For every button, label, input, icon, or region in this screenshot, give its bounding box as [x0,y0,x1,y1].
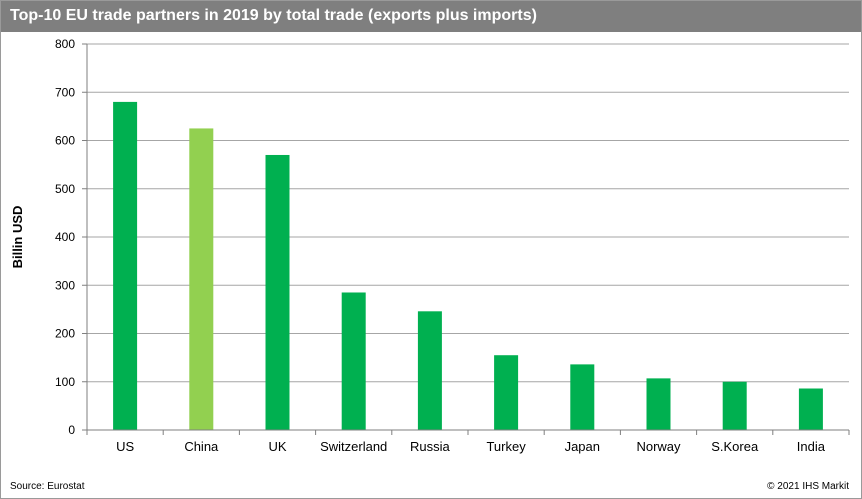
y-tick-label: 400 [55,230,75,244]
title-bar: Top-10 EU trade partners in 2019 by tota… [1,1,861,32]
y-axis-title: Billin USD [10,206,25,269]
y-tick-label: 500 [55,182,75,196]
x-tick-label: S.Korea [711,439,759,454]
bar [570,364,595,430]
y-tick-label: 700 [55,85,75,99]
bar [189,128,214,430]
x-tick-label: Norway [636,439,681,454]
bar [113,101,138,431]
y-tick-label: 0 [68,423,75,437]
x-tick-label: Russia [410,439,451,454]
tick-labels: 0 100 200 300 400 500 600 700 800 US China UK Switze… [55,37,826,454]
bar [798,388,823,430]
y-tick-label: 800 [55,37,75,51]
gridlines [87,43,849,383]
y-tick-label: 300 [55,278,75,292]
x-tick-label: Turkey [486,439,526,454]
x-tick-label: China [184,439,219,454]
copyright-note: © 2021 IHS Markit [767,481,849,492]
bar [494,355,519,430]
y-tick-label: 600 [55,134,75,148]
x-tick-label: India [797,439,826,454]
bar [417,311,442,430]
bar [341,292,366,430]
x-tick-label: Switzerland [320,439,387,454]
y-tick-label: 200 [55,327,75,341]
source-note: Source: Eurostat [10,481,85,492]
bar [646,378,671,430]
x-tick-label: UK [268,439,286,454]
axes [82,43,850,435]
y-tick-label: 100 [55,375,75,389]
bar [722,381,747,430]
x-tick-label: Japan [565,439,600,454]
bars [113,101,823,431]
chart-title: Top-10 EU trade partners in 2019 by tota… [10,7,537,24]
x-tick-label: US [116,439,134,454]
bar [265,154,290,430]
